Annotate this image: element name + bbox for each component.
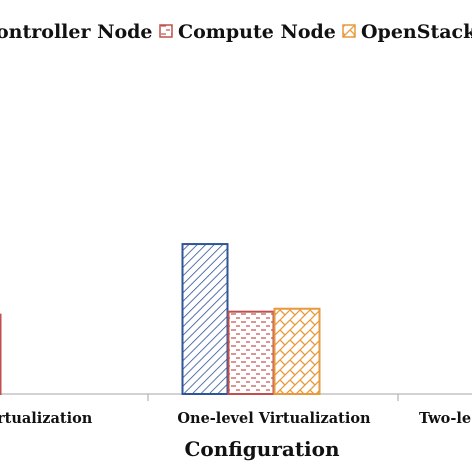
bar-openstack-v-1 [273,307,321,395]
category-label-no-virtualization: rtualization [0,410,93,427]
bar-compute-node-0 [0,313,2,395]
legend-item-compute-node: Compute Node [159,21,336,43]
legend-label-openstack: OpenStack V [361,21,472,43]
category-label-two-level-virtualization: Two-le [419,410,471,427]
x-axis-title: Configuration [184,437,340,461]
legend-item-openstack: OpenStack V [342,21,472,43]
bar-controller-node-1 [181,243,229,395]
legend-label-compute-node: Compute Node [178,21,336,43]
legend-swatch-compute-node [159,24,173,38]
bars [0,243,321,395]
legend-item-controller-node: ontroller Node [0,21,153,43]
bar-compute-node-1 [227,310,275,395]
category-label-one-level-virtualization: One-level Virtualization [177,410,371,427]
legend-label-controller-node: ontroller Node [0,21,153,43]
legend: ontroller Node Compute Node OpenStack V [0,21,472,43]
legend-swatch-openstack [342,24,356,38]
